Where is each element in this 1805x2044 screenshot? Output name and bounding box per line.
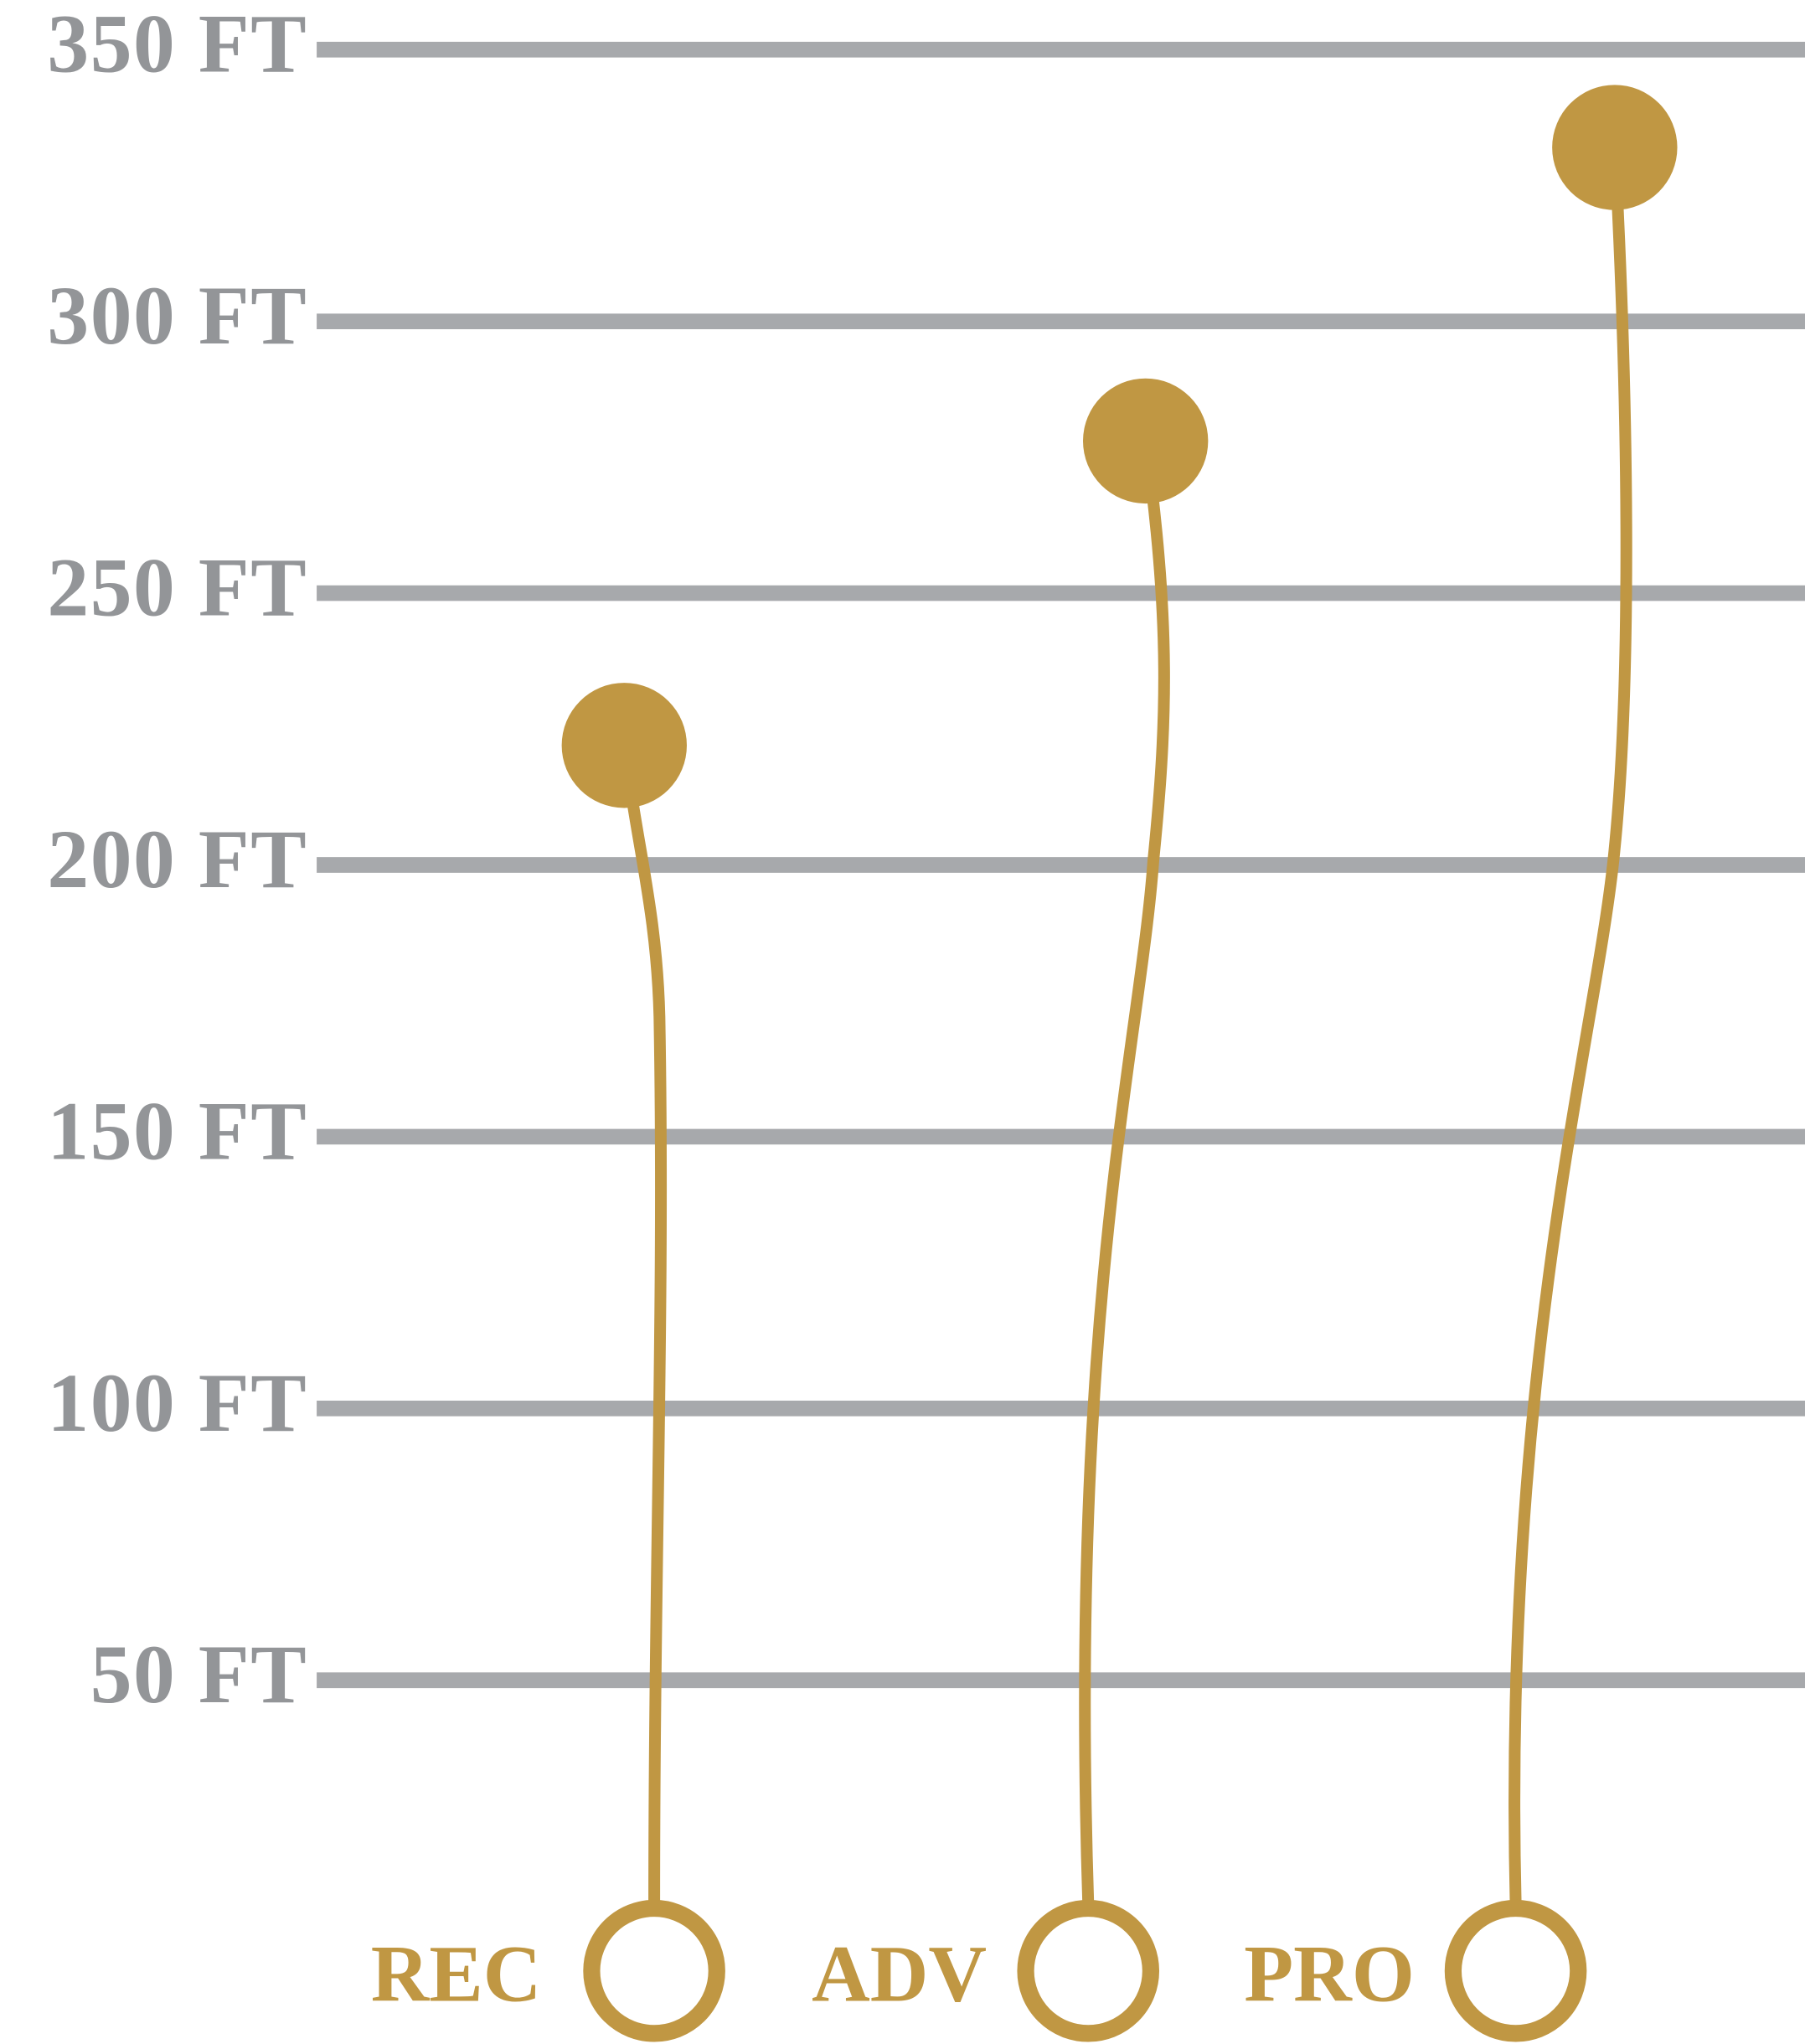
y-tick-label: 300 FT: [47, 269, 307, 362]
value-marker-pro: [1552, 85, 1678, 210]
y-tick-label: 350 FT: [47, 0, 307, 90]
base-marker-adv: [1017, 1899, 1160, 2042]
y-tick-label: 50 FT: [90, 1628, 307, 1721]
category-label: ADV: [812, 1929, 987, 2019]
y-tick-label: 150 FT: [47, 1084, 307, 1177]
stem-adv: [1079, 440, 1170, 1904]
category-label: PRO: [1244, 1929, 1415, 2019]
category-label: REC: [371, 1929, 542, 2019]
base-marker-rec: [583, 1899, 725, 2042]
y-tick-label: 200 FT: [47, 813, 307, 906]
y-tick-label: 250 FT: [47, 541, 307, 634]
value-marker-rec: [561, 683, 687, 808]
y-tick-label: 100 FT: [47, 1356, 307, 1449]
base-marker-pro: [1444, 1899, 1587, 2042]
stem-pro: [1508, 147, 1632, 1903]
value-marker-adv: [1083, 378, 1209, 504]
stem-rec: [618, 744, 668, 1903]
